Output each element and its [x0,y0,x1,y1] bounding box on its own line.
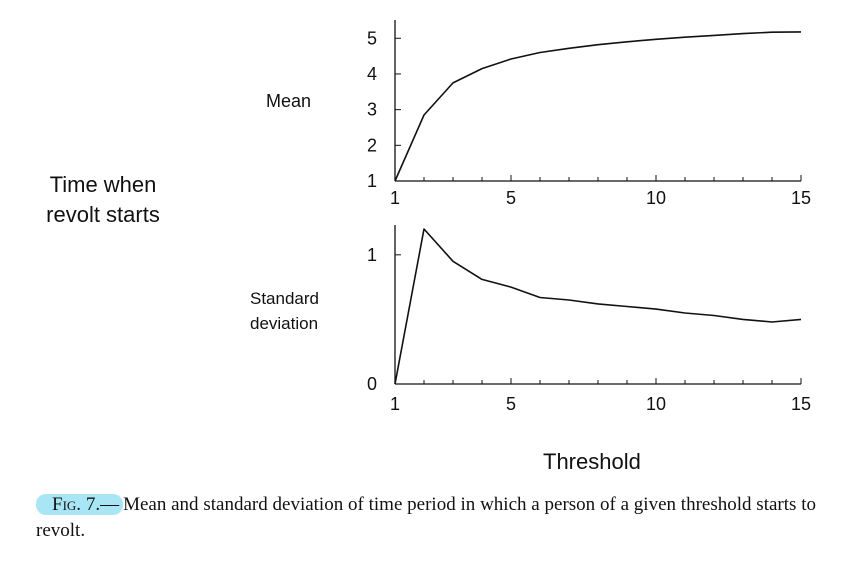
caption-label: Fig. 7.— [36,494,124,515]
x-axis-title: Threshold [543,449,641,474]
y-axis-title: Time when revolt starts [46,172,160,227]
mean-y-tick-label: 2 [367,135,377,155]
sd-x-tick-label: 15 [791,394,811,414]
panel-label-mean: Mean [266,91,312,111]
mean-y-tick-label: 5 [367,28,377,48]
caption-text: Mean and standard deviation of time peri… [36,494,816,541]
panel-label-standard-deviation: Standard deviation [250,289,319,333]
mean-series-line [394,31,802,182]
sd-x-tick-label: 10 [646,394,666,414]
sd-y-tick-label: 0 [367,374,377,394]
sd-y-tick-label: 1 [367,245,377,265]
mean-y-tick-label: 1 [367,171,377,191]
sd-series-line [394,228,802,385]
mean-y-tick-label: 4 [367,64,377,84]
mean-x-tick-label: 10 [646,188,666,208]
mean-x-tick-label: 15 [791,188,811,208]
mean-x-tick-label: 5 [506,188,516,208]
sd-x-tick-label: 1 [390,394,400,414]
mean-x-tick-label: 1 [390,188,400,208]
mean-y-tick-label: 3 [367,100,377,120]
figure-caption: Fig. 7.— Mean and standard deviation of t… [36,492,816,544]
sd-x-tick-label: 5 [506,394,516,414]
